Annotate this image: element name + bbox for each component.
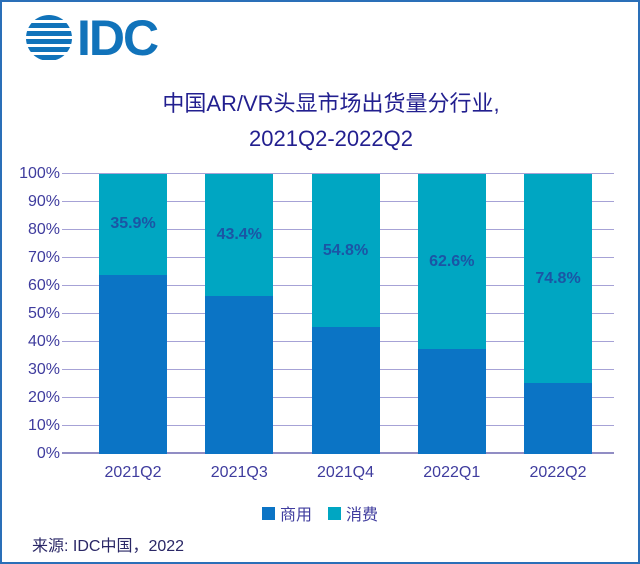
bar-2022Q1: 62.6% <box>417 174 486 454</box>
y-axis-tick-label-20: 20% <box>27 389 60 406</box>
plot-area: 0% 10% 20% 30% 40% 50% 60% 70% 80% 90% 100% 35.9% 20… <box>19 165 614 481</box>
x-axis-label-2021Q4: 2021Q4 <box>317 464 374 481</box>
chart-title: 中国AR/VR头显市场出货量分行业, 2021Q2-2022Q2 <box>13 86 638 156</box>
bar-data-label-2022Q1: 62.6% <box>429 252 475 270</box>
chart-legend: 商用 消费 <box>2 501 638 525</box>
y-axis-tick-label-80: 80% <box>27 221 60 238</box>
y-axis-tick-label-0: 0% <box>36 445 60 462</box>
bar-segment-consumer-2021Q2: 35.9% <box>99 174 167 275</box>
idc-logo-text: IDC <box>77 10 159 66</box>
chart-title-line2: 2021Q2-2022Q2 <box>249 126 413 151</box>
bar-segment-commercial-2021Q2 <box>99 274 167 454</box>
chart-title-line1: 中国AR/VR头显市场出货量分行业, <box>162 91 500 116</box>
y-axis-tick-label-100: 100% <box>19 165 60 182</box>
x-axis-label-2021Q2: 2021Q2 <box>104 464 162 481</box>
bar-2021Q3: 43.4% <box>205 174 274 454</box>
bar-data-label-2021Q4: 54.8% <box>322 241 369 259</box>
legend-swatch-commercial <box>261 506 275 520</box>
bar-2021Q4: 54.8% <box>311 174 380 454</box>
y-axis-tick-label-60: 60% <box>27 277 60 294</box>
bar-segment-commercial-2021Q3 <box>205 295 274 454</box>
legend-item-commercial: 商用 <box>261 501 312 525</box>
y-axis-tick-label-30: 30% <box>27 361 60 378</box>
source-note: 来源: IDC中国，2022 <box>32 538 185 555</box>
bar-segment-consumer-2022Q1: 62.6% <box>417 174 486 350</box>
y-axis-tick-label-50: 50% <box>27 305 60 322</box>
bar-data-label-2021Q2: 35.9% <box>110 215 156 233</box>
bar-segment-commercial-2022Q2 <box>524 383 592 454</box>
y-axis-tick-label-70: 70% <box>27 249 60 266</box>
bar-data-label-2021Q3: 43.4% <box>216 225 262 243</box>
y-axis-tick-label-10: 10% <box>27 417 60 434</box>
legend-label-consumer: 消费 <box>346 507 379 524</box>
legend-swatch-consumer <box>328 506 341 520</box>
bar-segment-commercial-2021Q4 <box>311 327 380 454</box>
bar-2022Q2: 74.8% <box>524 174 592 454</box>
bar-2021Q2: 35.9% <box>99 174 167 454</box>
idc-globe-icon <box>26 15 72 61</box>
y-axis-tick-label-40: 40% <box>27 333 60 350</box>
y-axis-tick-label-90: 90% <box>27 193 60 210</box>
bar-segment-consumer-2021Q3: 43.4% <box>205 174 274 296</box>
bar-segment-consumer-2022Q2: 74.8% <box>524 174 592 384</box>
x-axis-label-2021Q3: 2021Q3 <box>210 464 268 481</box>
x-axis-label-2022Q1: 2022Q1 <box>423 464 481 481</box>
x-axis-label-2022Q2: 2022Q2 <box>529 464 587 481</box>
bar-segment-consumer-2021Q4: 54.8% <box>311 174 380 328</box>
gridline-100 <box>62 173 614 174</box>
idc-logo: IDC <box>26 10 159 66</box>
bar-segment-commercial-2022Q1 <box>417 349 486 454</box>
legend-item-consumer: 消费 <box>328 501 378 525</box>
bar-data-label-2022Q2: 74.8% <box>535 269 581 287</box>
legend-label-commercial: 商用 <box>279 507 312 524</box>
